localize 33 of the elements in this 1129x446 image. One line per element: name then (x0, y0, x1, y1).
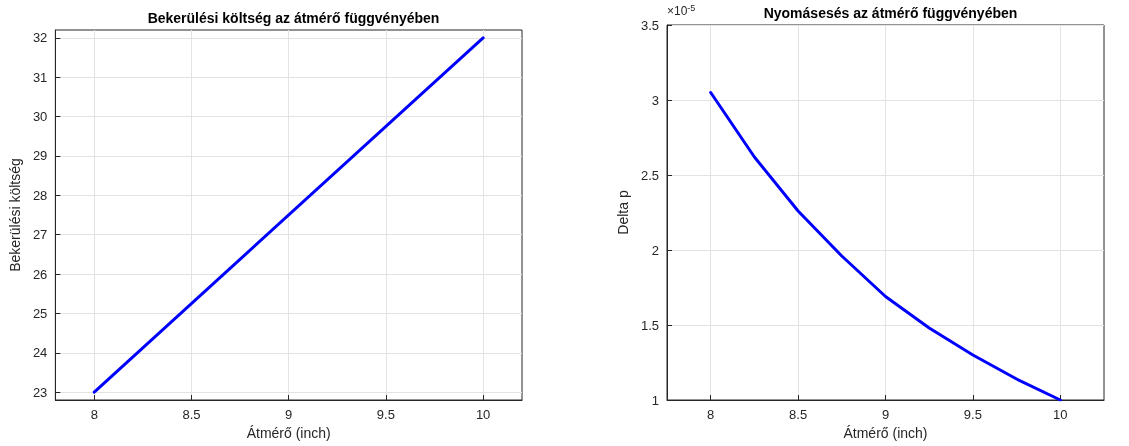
y-tick-label: 2.5 (640, 167, 659, 183)
y-tick-label: 26 (32, 266, 48, 282)
y-tick-label: 27 (32, 227, 48, 243)
x-tick-label: 10 (475, 407, 491, 422)
y-tick-label: 3 (651, 92, 659, 108)
y-tick-label: 1.5 (640, 317, 659, 333)
x-tick-label: 8.5 (789, 407, 808, 422)
y-axis-title: Delta p (615, 190, 632, 235)
line-series (709, 91, 1062, 402)
x-tick-label: 9.5 (963, 407, 982, 422)
y-tick-label: 30 (32, 109, 48, 125)
x-axis-title: Átmérő (inch) (246, 425, 331, 441)
y-tick-label: 29 (32, 148, 48, 164)
chart-title: Bekerülési költség az átmérő függvényében (147, 10, 440, 26)
x-tick-label: 10 (1053, 407, 1068, 422)
y-tick-label: 1 (651, 392, 659, 408)
y-axis-title: Bekerülési költség (7, 158, 23, 272)
y-tick-label: 31 (32, 69, 48, 85)
chart-title: Nyomásesés az átmérő függvényében (763, 5, 1018, 21)
x-tick-label: 8.5 (182, 407, 201, 422)
y-tick-label: 25 (32, 305, 48, 321)
x-tick-label: 8 (707, 407, 715, 422)
y-tick-label: 24 (32, 345, 48, 361)
y-tick-label: 32 (32, 30, 48, 46)
x-tick-label: 9.5 (376, 407, 395, 422)
x-tick-label: 9 (285, 407, 293, 422)
x-tick-label: 9 (881, 407, 890, 422)
y-tick-label: 2 (651, 242, 659, 258)
x-tick-label: 8 (90, 407, 98, 422)
x-axis-title: Átmérő (inch) (843, 425, 928, 441)
y-tick-label: 28 (32, 187, 48, 203)
y-tick-label: 3.5 (640, 17, 659, 33)
y-tick-label: 23 (32, 384, 48, 400)
